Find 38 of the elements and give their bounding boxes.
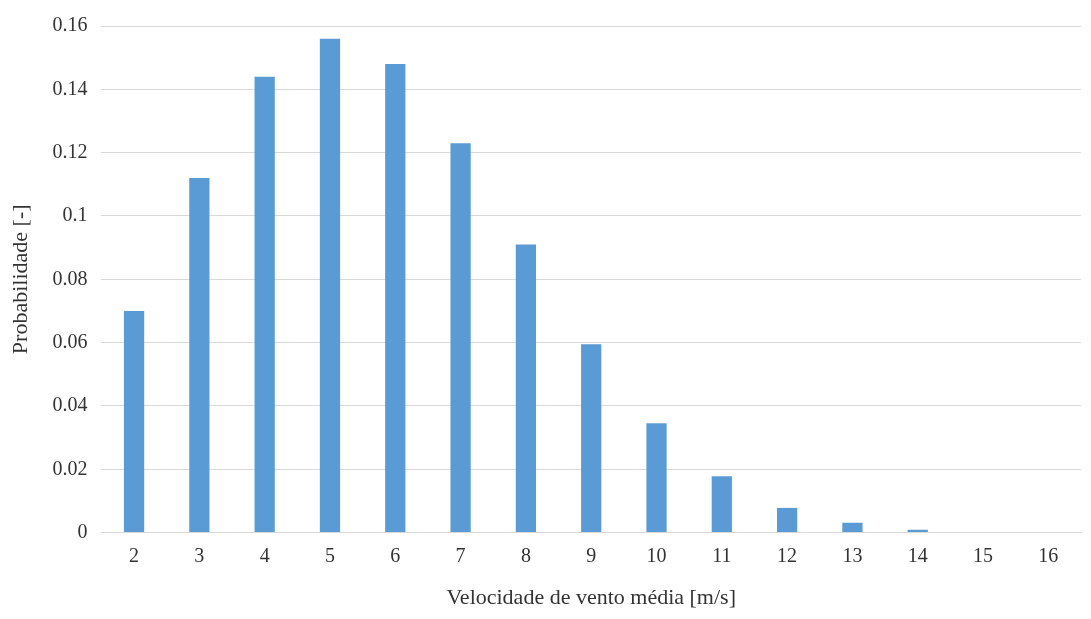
bar <box>319 38 341 533</box>
x-tick-label: 12 <box>777 543 798 566</box>
x-tick-label: 2 <box>129 543 140 566</box>
bar <box>450 143 471 533</box>
y-axis-title: Probabilidade [-] <box>6 204 32 355</box>
bar <box>711 476 732 533</box>
y-tick-label: 0.08 <box>52 266 88 289</box>
bar <box>777 507 798 533</box>
bar <box>254 76 275 533</box>
x-tick-label: 6 <box>390 543 401 566</box>
x-tick-label: 10 <box>646 543 667 566</box>
y-tick-label: 0.14 <box>52 76 88 99</box>
y-tick-label: 0.02 <box>52 456 88 479</box>
bar <box>123 310 145 533</box>
x-tick-label: 16 <box>1038 543 1059 566</box>
y-tick-label: 0.04 <box>52 393 88 416</box>
x-tick-label: 3 <box>194 543 205 566</box>
x-tick-label: 9 <box>586 543 597 566</box>
x-tick-label: 11 <box>712 543 732 566</box>
y-tick-label: 0.16 <box>52 13 88 36</box>
x-tick-label: 4 <box>259 543 270 566</box>
bar <box>515 244 537 533</box>
y-tick-label: 0.1 <box>62 203 88 226</box>
y-tick-label: 0 <box>77 519 88 542</box>
bar <box>581 344 602 533</box>
y-tick-label: 0.06 <box>52 329 88 352</box>
bar <box>385 64 406 533</box>
x-tick-label: 13 <box>842 543 863 566</box>
bar <box>842 522 863 533</box>
x-tick-label: 14 <box>907 543 928 566</box>
bar <box>646 423 667 533</box>
x-tick-label: 15 <box>973 543 994 566</box>
x-axis-title: Velocidade de vento média [m/s] <box>446 583 736 609</box>
x-tick-label: 5 <box>324 543 335 566</box>
y-tick-label: 0.12 <box>52 139 88 162</box>
bar <box>189 177 210 533</box>
x-tick-label: 7 <box>455 543 466 566</box>
x-tick-label: 8 <box>520 543 531 566</box>
